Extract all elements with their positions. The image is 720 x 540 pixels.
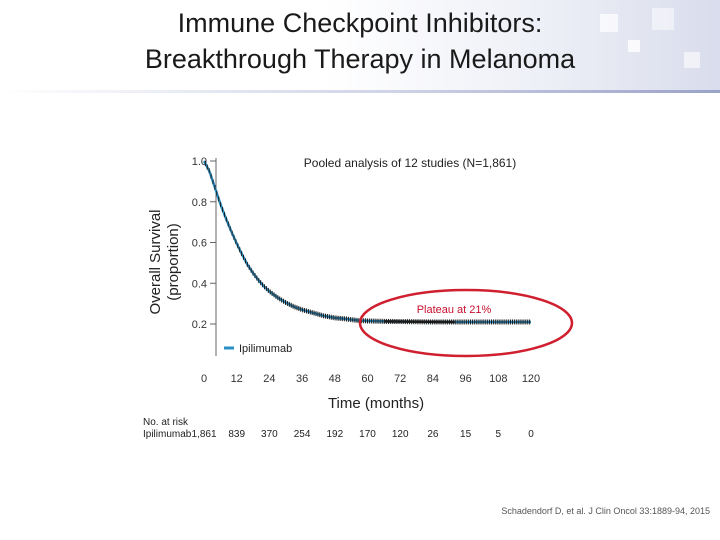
at-risk-value: 5	[496, 429, 502, 440]
legend: Ipilimumab	[224, 343, 292, 355]
x-axis-label: Time (months)	[328, 395, 424, 412]
y-tick-label: 0.2	[192, 319, 207, 331]
chart-title: Pooled analysis of 12 studies (N=1,861)	[304, 156, 516, 170]
x-tick-label: 12	[231, 373, 243, 385]
y-tick-label: 1.0	[192, 156, 207, 168]
y-tick-label: 0.8	[192, 197, 207, 209]
x-tick-label: 60	[361, 373, 373, 385]
x-tick-label: 84	[427, 373, 439, 385]
at-risk-label: Ipilimumab	[143, 429, 192, 440]
at-risk-value: 254	[294, 429, 311, 440]
x-tick-label: 36	[296, 373, 308, 385]
x-tick-label: 120	[522, 373, 540, 385]
decorative-square	[652, 8, 674, 30]
at-risk-value: 1,861	[191, 429, 216, 440]
legend-label: Ipilimumab	[239, 343, 292, 355]
plateau-annotation: Plateau at 21%	[417, 304, 492, 316]
survival-curve-line	[202, 160, 531, 324]
x-tick-label: 96	[459, 373, 471, 385]
slide-title-line-2: Breakthrough Therapy in Melanoma	[144, 44, 576, 74]
x-axis-ticks: 0 12 24 36 48 60 72 84 96 108 120	[201, 373, 540, 385]
series-layer	[202, 160, 531, 325]
y-axis-label: Overall Survival	[147, 209, 164, 314]
x-tick-label: 72	[394, 373, 406, 385]
at-risk-value: 15	[460, 429, 472, 440]
at-risk-title: No. at risk	[143, 417, 189, 428]
y-axis-title: Overall Survival (proportion)	[147, 209, 182, 314]
decorative-square	[628, 40, 640, 52]
plateau-censor-band	[383, 320, 455, 324]
decorative-square	[684, 52, 700, 68]
at-risk-value: 839	[228, 429, 245, 440]
at-risk-value: 0	[528, 429, 534, 440]
x-tick-label: 0	[201, 373, 207, 385]
y-tick-label: 0.6	[192, 238, 207, 250]
at-risk-values: 1,861 839 370 254 192 170 120 26 15 5 0	[191, 429, 534, 440]
plateau-highlight	[358, 288, 574, 358]
at-risk-value: 192	[326, 429, 343, 440]
x-tick-label: 48	[329, 373, 341, 385]
y-tick-label: 0.4	[192, 278, 207, 290]
y-axis-sublabel: (proportion)	[165, 223, 182, 301]
title-divider	[0, 90, 720, 93]
x-tick-label: 24	[263, 373, 275, 385]
slide-title-line-1: Immune Checkpoint Inhibitors:	[177, 8, 543, 38]
y-axis-ticks: 0.2 0.4 0.6 0.8 1.0	[192, 156, 216, 331]
at-risk-value: 370	[261, 429, 278, 440]
at-risk-value: 120	[392, 429, 409, 440]
citation: Schadendorf D, et al. J Clin Oncol 33:18…	[501, 506, 710, 516]
at-risk-value: 26	[427, 429, 439, 440]
decorative-square	[600, 14, 618, 32]
x-tick-label: 108	[489, 373, 507, 385]
at-risk-value: 170	[359, 429, 376, 440]
